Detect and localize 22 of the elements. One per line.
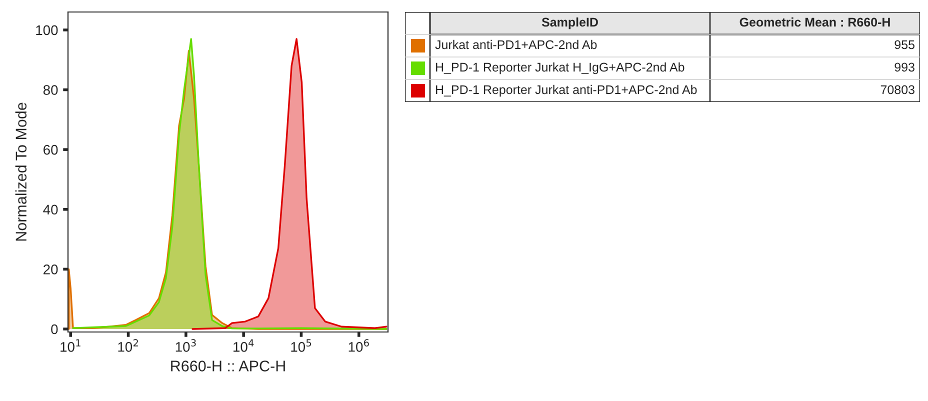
- y-tick-label: 80: [43, 85, 58, 95]
- y-tick-label: 60: [44, 144, 58, 155]
- y-tick-label: 20: [44, 264, 58, 274]
- legend-label: H_PD-1 Reporter Jurkat anti-PD1+APC-2nd Ab: [436, 84, 697, 97]
- x-tick-label: 10$^{2}$: [118, 339, 138, 352]
- text: 70803: [880, 85, 914, 94]
- legend-label: H_PD-1 Reporter Jurkat H_IgG+APC-2nd Ab: [436, 62, 684, 74]
- text: 993: [894, 62, 914, 72]
- x-tick-label: 10$^{3}$: [176, 339, 196, 352]
- y-axis-title: Normalized To Mode: [15, 102, 27, 241]
- text: Geometric Mean : R660-H: [740, 17, 890, 27]
- x-tick-label: 10$^{6}$: [348, 339, 369, 352]
- x-tick-label: 10$^{1}$: [60, 339, 80, 352]
- x-tick-label: 10$^{4}$: [234, 339, 254, 352]
- y-tick-label: 40: [43, 204, 58, 215]
- y-tick-label: 100: [36, 25, 58, 36]
- text: SampleID: [542, 17, 598, 30]
- y-tick-label: 0: [51, 324, 58, 334]
- text: 955: [894, 40, 914, 50]
- x-tick-label: 10$^{5}$: [291, 339, 312, 352]
- x-axis-title: R660-H :: APC-H: [171, 360, 285, 372]
- legend-label: Jurkat anti-PD1+APC-2nd Ab: [435, 40, 597, 50]
